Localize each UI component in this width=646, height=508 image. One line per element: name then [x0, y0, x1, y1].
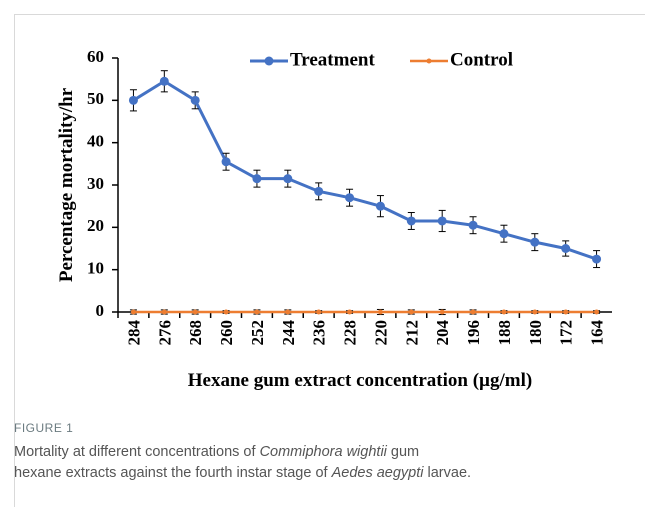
y-tick-label: 10: [87, 259, 104, 278]
caption-text: gum: [386, 444, 420, 460]
marker: [439, 309, 445, 315]
x-tick-label: 172: [557, 320, 576, 346]
marker: [283, 174, 293, 184]
x-tick-label: 204: [433, 320, 452, 346]
marker: [592, 254, 602, 264]
y-tick-label: 30: [87, 174, 104, 193]
marker: [468, 220, 478, 230]
figure-frame: [14, 14, 645, 507]
marker: [190, 95, 200, 105]
marker: [192, 309, 198, 315]
marker: [377, 309, 383, 315]
marker: [532, 309, 538, 315]
marker: [159, 76, 169, 86]
caption-italic: Aedes aegypti: [331, 465, 424, 481]
marker: [252, 174, 262, 184]
y-tick-label: 40: [87, 132, 104, 151]
y-tick-label: 0: [96, 301, 105, 320]
legend-marker: [426, 58, 432, 64]
caption-text: larvae.: [423, 465, 472, 481]
marker: [499, 229, 509, 239]
legend-label: Treatment: [290, 49, 375, 70]
x-tick-label: 220: [371, 320, 390, 346]
chart: Hexane gum extract concentration (µg/ml)…: [56, 47, 612, 391]
caption-italic: Commiphora wightii: [259, 444, 387, 460]
marker: [437, 216, 447, 226]
series-line: [132, 79, 598, 261]
marker: [406, 216, 416, 226]
x-tick-label: 244: [279, 320, 298, 346]
marker: [128, 95, 138, 105]
x-tick-label: 188: [495, 320, 514, 346]
x-tick-label: 196: [464, 320, 483, 346]
marker: [254, 309, 260, 315]
x-axis-label: Hexane gum extract concentration (µg/ml): [188, 370, 532, 391]
marker: [221, 157, 231, 167]
legend-label: Control: [450, 49, 513, 70]
marker: [347, 309, 353, 315]
marker: [161, 309, 167, 315]
marker: [501, 309, 507, 315]
legend-marker: [264, 56, 274, 66]
marker: [561, 244, 571, 253]
y-axis-label: Percentage mortality/hr: [56, 87, 77, 282]
marker: [223, 309, 229, 315]
marker: [594, 309, 600, 315]
y-tick-label: 50: [87, 89, 104, 108]
caption-text: Mortality at different concentrations of: [14, 444, 260, 460]
x-tick-label: 284: [124, 320, 143, 346]
marker: [408, 309, 414, 315]
marker: [345, 193, 355, 203]
x-tick-label: 260: [217, 320, 236, 346]
x-tick-label: 252: [248, 320, 267, 346]
caption-text: hexane extracts against the fourth insta…: [14, 465, 332, 481]
marker: [530, 237, 540, 247]
marker: [130, 309, 136, 315]
x-tick-label: 228: [341, 320, 360, 346]
marker: [375, 201, 385, 211]
caption: Mortality at different concentrations of…: [14, 442, 639, 484]
marker: [285, 309, 291, 315]
x-tick-label: 268: [186, 320, 205, 346]
x-tick-label: 276: [155, 320, 174, 346]
marker: [314, 186, 324, 196]
x-tick-label: 180: [526, 320, 545, 346]
x-tick-label: 212: [402, 320, 421, 346]
x-tick-label: 164: [588, 320, 607, 346]
marker: [563, 309, 569, 315]
caption-label: FIGURE 1: [14, 421, 74, 435]
marker: [470, 309, 476, 315]
y-tick-label: 20: [87, 216, 104, 235]
x-tick-label: 236: [310, 320, 329, 346]
marker: [316, 309, 322, 315]
y-tick-label: 60: [87, 47, 104, 66]
